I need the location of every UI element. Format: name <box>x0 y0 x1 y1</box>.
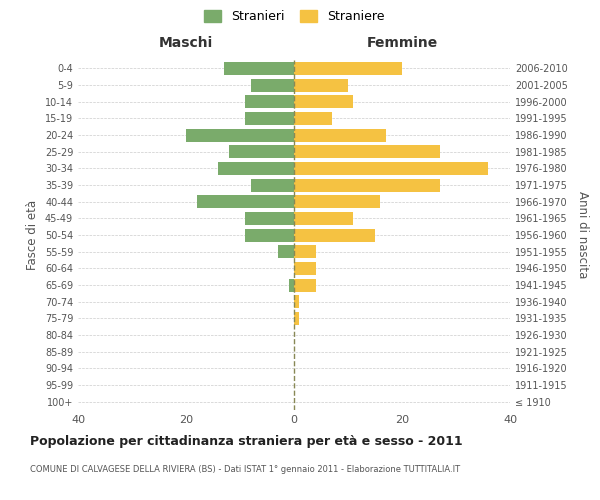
Bar <box>245 95 294 108</box>
Y-axis label: Anni di nascita: Anni di nascita <box>576 192 589 278</box>
Bar <box>294 112 332 125</box>
Bar <box>294 62 402 75</box>
Y-axis label: Fasce di età: Fasce di età <box>26 200 39 270</box>
Bar <box>294 262 316 275</box>
Legend: Stranieri, Straniere: Stranieri, Straniere <box>203 10 385 24</box>
Bar <box>294 95 353 108</box>
Bar <box>186 128 294 141</box>
Bar <box>224 62 294 75</box>
Bar <box>245 112 294 125</box>
Bar <box>294 278 316 291</box>
Bar <box>294 212 353 225</box>
Bar <box>218 162 294 175</box>
Bar <box>245 228 294 241</box>
Bar <box>289 278 294 291</box>
Bar <box>294 295 299 308</box>
Text: Popolazione per cittadinanza straniera per età e sesso - 2011: Popolazione per cittadinanza straniera p… <box>30 435 463 448</box>
Bar <box>294 178 440 192</box>
Bar <box>251 178 294 192</box>
Bar <box>294 245 316 258</box>
Bar <box>294 195 380 208</box>
Bar <box>251 78 294 92</box>
Bar <box>278 245 294 258</box>
Bar <box>294 78 348 92</box>
Bar <box>229 145 294 158</box>
Bar <box>245 212 294 225</box>
Text: Femmine: Femmine <box>367 36 437 50</box>
Bar <box>294 128 386 141</box>
Text: Maschi: Maschi <box>159 36 213 50</box>
Bar <box>294 162 488 175</box>
Bar <box>197 195 294 208</box>
Bar <box>294 312 299 325</box>
Bar <box>294 228 375 241</box>
Text: COMUNE DI CALVAGESE DELLA RIVIERA (BS) - Dati ISTAT 1° gennaio 2011 - Elaborazio: COMUNE DI CALVAGESE DELLA RIVIERA (BS) -… <box>30 465 460 474</box>
Bar <box>294 145 440 158</box>
